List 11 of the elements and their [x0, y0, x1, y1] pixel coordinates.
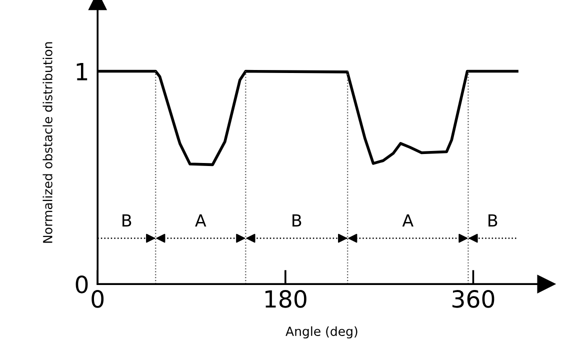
x-tick-label: 360	[452, 290, 494, 308]
x-tick-label: 180	[265, 290, 306, 308]
x-tick-label: 0	[92, 290, 104, 308]
annotation: A	[195, 214, 206, 226]
y-axis-title: Normalized obstacle distribution	[42, 42, 52, 243]
x-axis-title: Angle (deg)	[286, 326, 358, 338]
annotation: A	[402, 214, 414, 226]
annotation: B	[488, 214, 498, 226]
y-tick-label: 1	[76, 63, 88, 80]
annotation: B	[292, 214, 302, 226]
annotation: B	[122, 214, 132, 226]
